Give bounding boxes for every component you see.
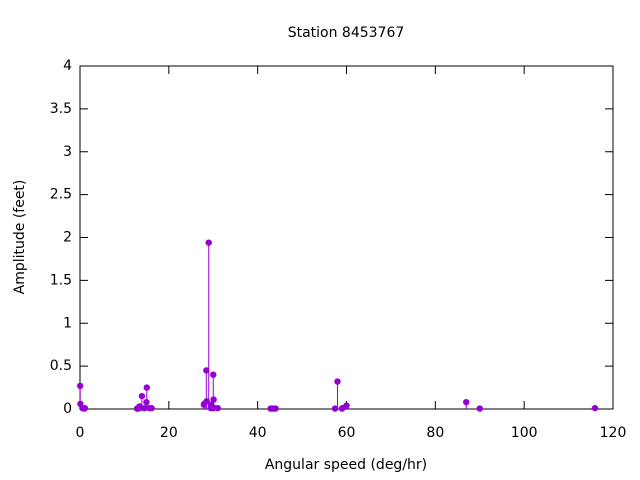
x-tick-label: 20 [160, 425, 178, 441]
y-tick-label: 3 [63, 144, 72, 160]
y-tick-label: 4 [63, 58, 72, 74]
stem-point [591, 404, 599, 412]
x-tick-label: 40 [249, 425, 267, 441]
stem-point [210, 396, 217, 403]
y-axis-label: Amplitude (feet) [12, 180, 28, 295]
x-tick-label: 100 [511, 425, 538, 441]
chart-title: Station 8453767 [288, 25, 405, 41]
x-axis-label: Angular speed (deg/hr) [265, 457, 427, 473]
stem-point [203, 367, 210, 374]
stem-point [210, 371, 217, 378]
y-tick-label: 0.5 [50, 358, 72, 374]
y-tick-label: 2 [63, 230, 72, 246]
y-tick-label: 3.5 [50, 101, 72, 117]
x-tick-label: 0 [76, 425, 85, 441]
stem-point [138, 392, 146, 400]
stem-point [331, 405, 339, 412]
y-tick-label: 1 [63, 315, 72, 331]
stem-point [214, 404, 221, 412]
y-tick-label: 2.5 [50, 187, 72, 203]
stem-point [81, 404, 89, 412]
stem-point [463, 398, 470, 406]
y-tick-label: 1.5 [50, 272, 72, 288]
x-tick-label: 60 [338, 425, 356, 441]
y-tick-label: 0 [63, 401, 72, 417]
x-tick-label: 80 [426, 425, 444, 441]
stem-point [334, 378, 341, 385]
x-tick-label: 120 [600, 425, 627, 441]
stem-point [148, 404, 155, 412]
stem-point [343, 402, 350, 409]
stem-point [476, 405, 483, 412]
stem-point [272, 405, 279, 412]
stem-point [205, 239, 212, 246]
stem-point [143, 384, 151, 391]
stem-point [76, 382, 84, 390]
